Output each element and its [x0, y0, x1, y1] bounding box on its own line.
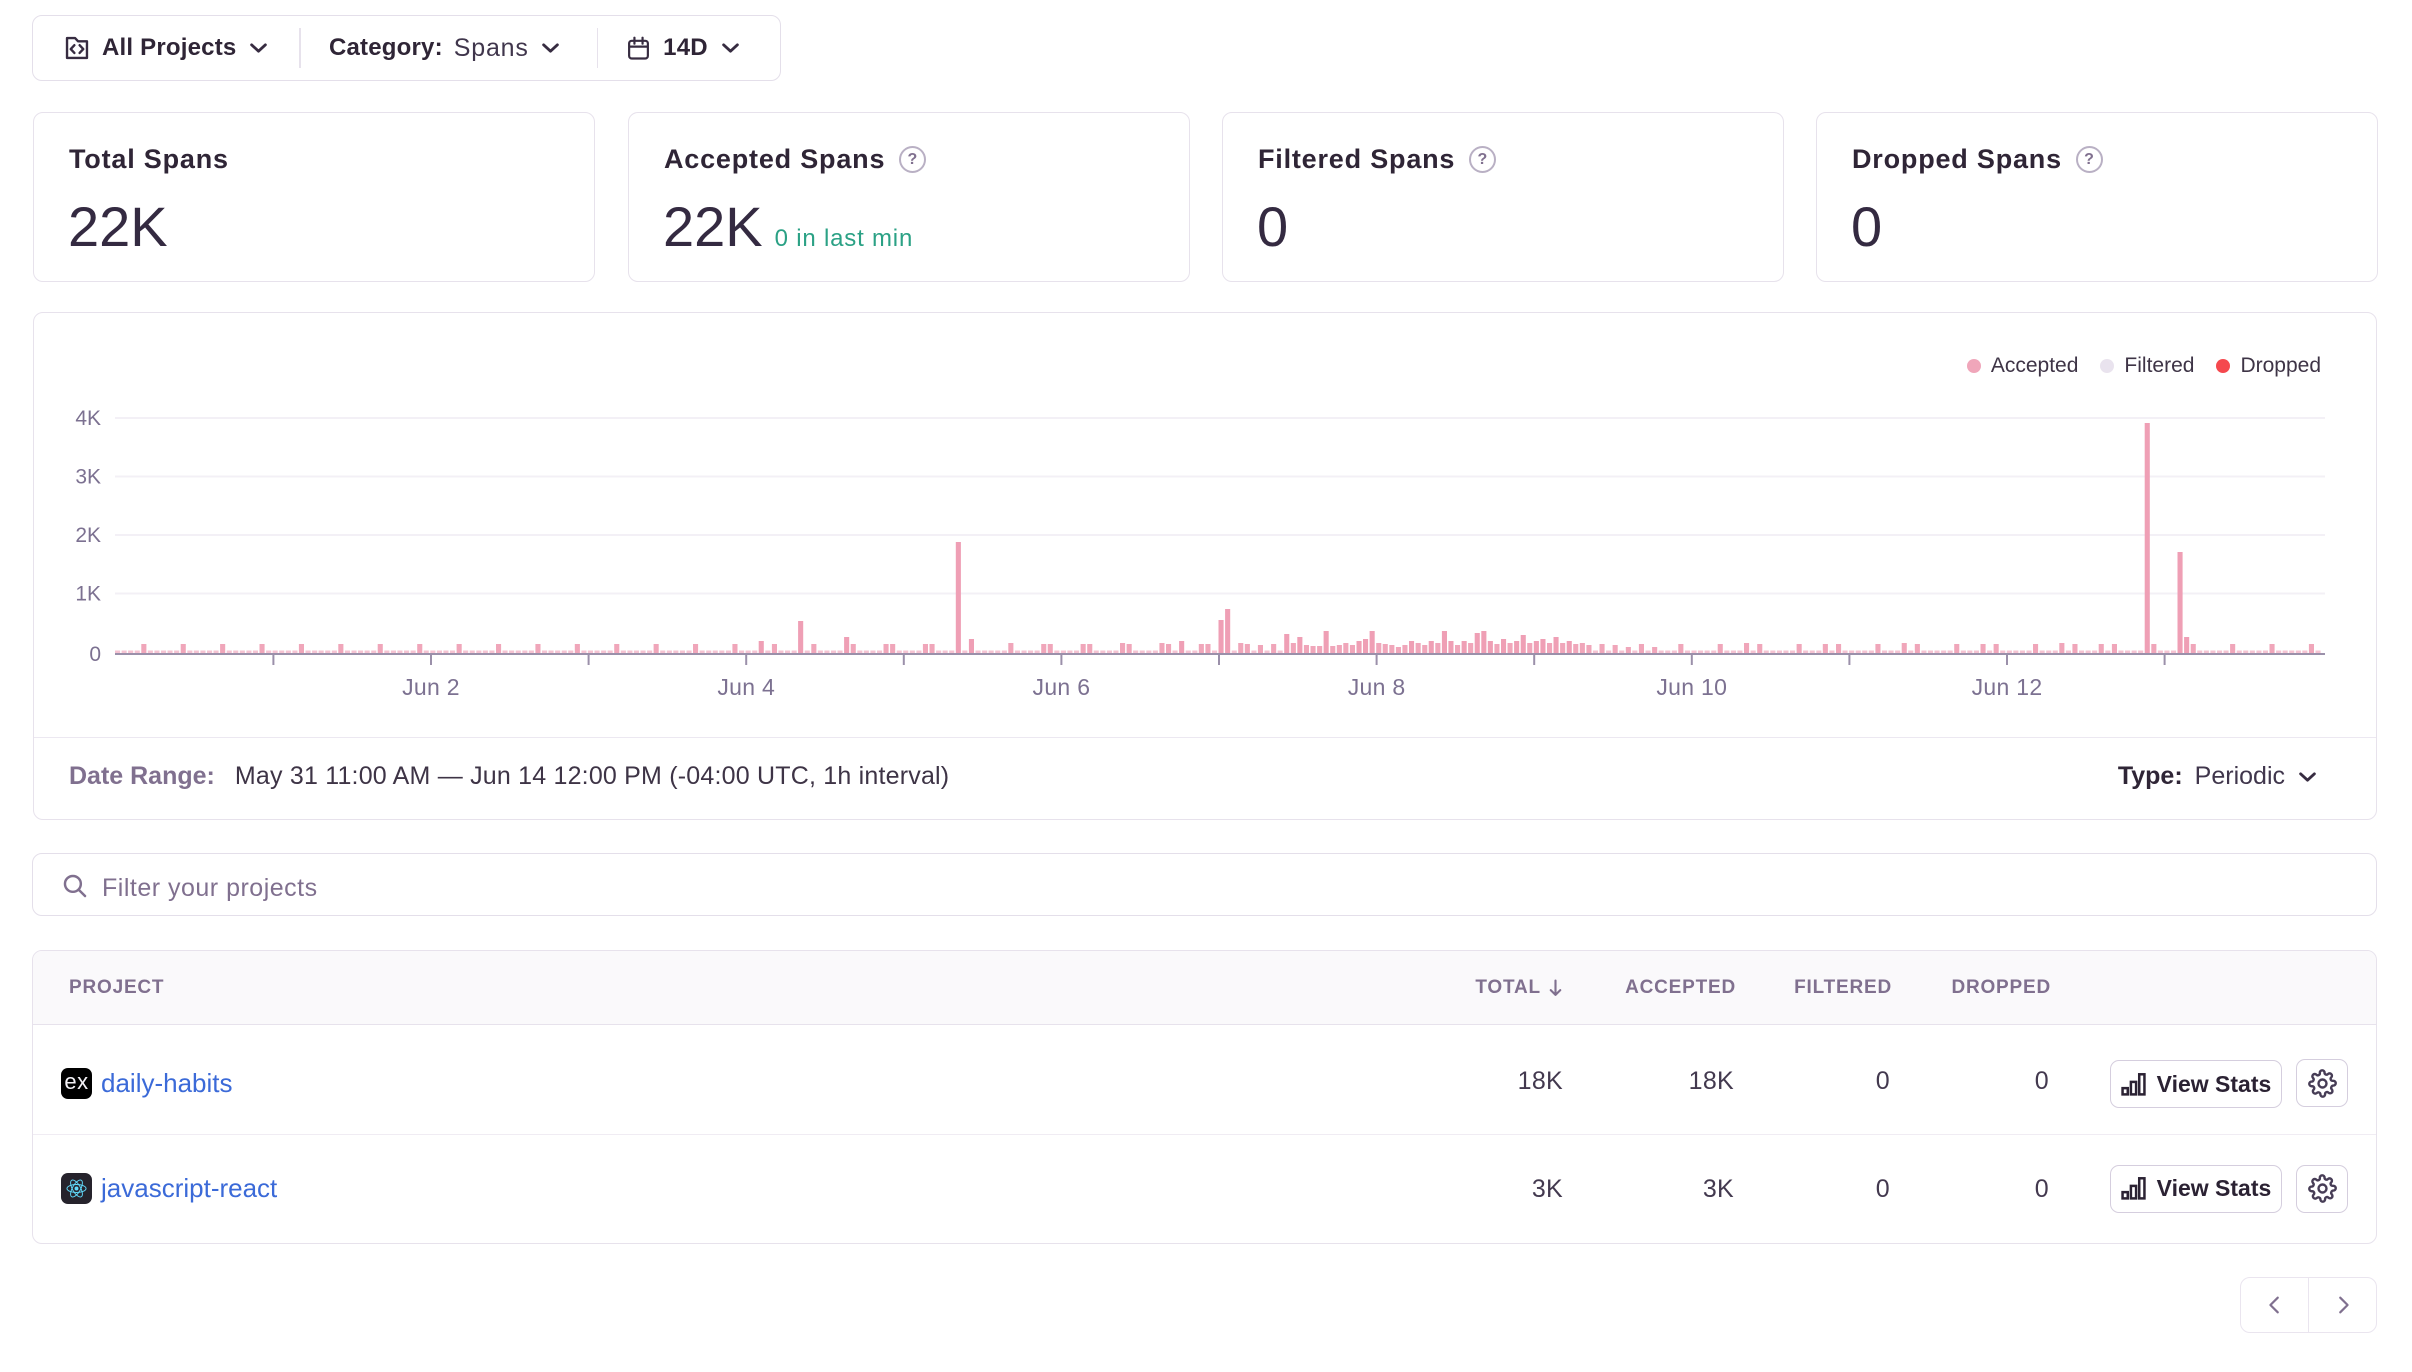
svg-text:Jun 8: Jun 8 — [1348, 674, 1406, 700]
svg-text:0: 0 — [89, 643, 101, 666]
svg-text:1K: 1K — [75, 583, 101, 606]
svg-text:Jun 2: Jun 2 — [402, 674, 460, 700]
svg-text:Jun 10: Jun 10 — [1656, 674, 1727, 700]
svg-text:Jun 12: Jun 12 — [1972, 674, 2043, 700]
svg-text:2K: 2K — [75, 524, 101, 547]
svg-text:4K: 4K — [75, 407, 101, 430]
svg-text:Jun 4: Jun 4 — [717, 674, 775, 700]
svg-text:Jun 6: Jun 6 — [1033, 674, 1091, 700]
svg-text:3K: 3K — [75, 466, 101, 489]
